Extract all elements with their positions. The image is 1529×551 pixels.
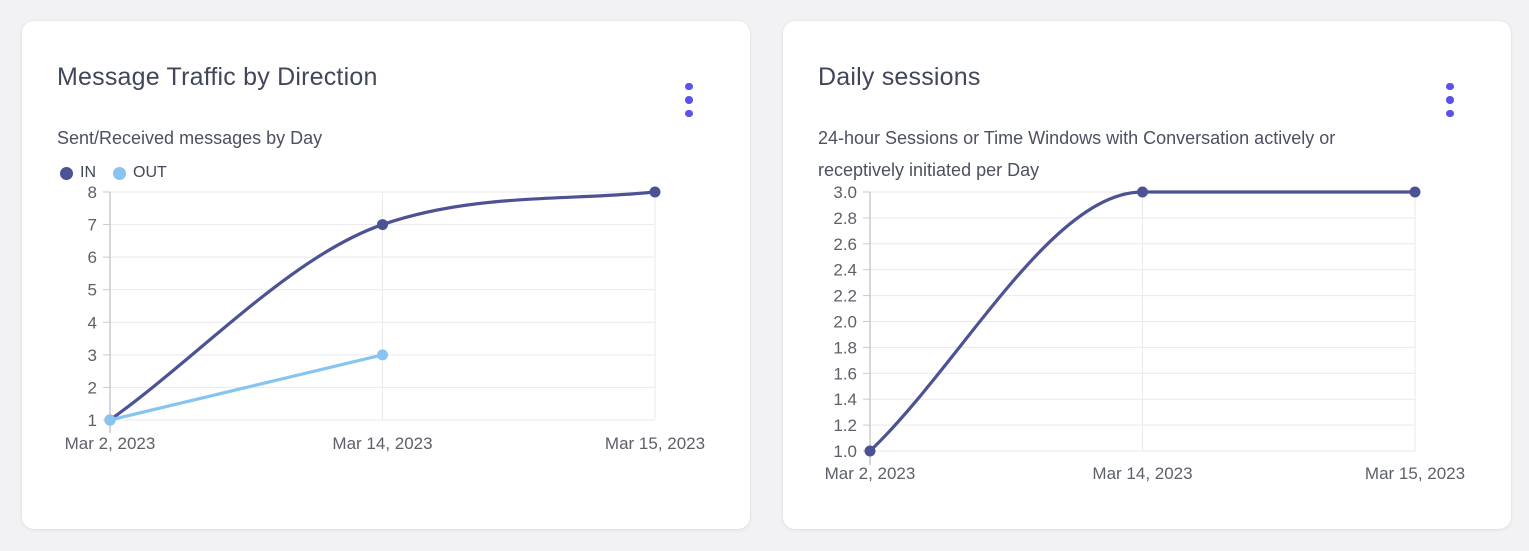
svg-text:8: 8 xyxy=(88,183,97,202)
card-daily-sessions: Daily sessions 24-hour Sessions or Time … xyxy=(783,21,1511,529)
kebab-menu-button[interactable] xyxy=(1439,79,1461,121)
card-title: Daily sessions xyxy=(818,63,981,91)
legend-dot-in xyxy=(60,166,73,180)
svg-text:3.0: 3.0 xyxy=(833,183,857,202)
svg-text:1: 1 xyxy=(88,411,97,430)
card-title: Message Traffic by Direction xyxy=(57,63,378,91)
legend-item-out[interactable]: OUT xyxy=(113,164,167,182)
daily-sessions-line-chart[interactable]: 3.0 2.8 2.6 2.4 2.2 2.0 1.8 1.6 1.4 1.2 1.0 Mar 2, … xyxy=(783,179,1511,514)
chart-legend: IN OUT xyxy=(60,163,750,183)
svg-text:3: 3 xyxy=(88,346,97,365)
svg-text:1.4: 1.4 xyxy=(833,390,857,409)
card-subtitle: 24-hour Sessions or Time Windows with Co… xyxy=(818,122,1471,186)
legend-label-in: IN xyxy=(80,164,96,181)
svg-text:Mar 14, 2023: Mar 14, 2023 xyxy=(332,434,432,453)
svg-text:Mar 15, 2023: Mar 15, 2023 xyxy=(1365,464,1465,483)
card-subtitle-line: receptively initiated per Day xyxy=(818,160,1040,180)
message-traffic-line-chart[interactable]: 8 7 6 5 4 3 2 1 Mar 2, 2023 Mar 14, 2023 Mar 15, 2… xyxy=(22,179,750,514)
kebab-menu-icon xyxy=(1446,96,1454,104)
svg-text:Mar 2, 2023: Mar 2, 2023 xyxy=(825,464,916,483)
svg-text:2.6: 2.6 xyxy=(833,235,857,254)
svg-text:1.6: 1.6 xyxy=(833,364,857,383)
svg-text:Mar 15, 2023: Mar 15, 2023 xyxy=(605,434,705,453)
kebab-menu-icon xyxy=(685,82,693,91)
svg-text:2.0: 2.0 xyxy=(833,313,857,332)
legend-item-in[interactable]: IN xyxy=(60,164,96,182)
svg-text:2.8: 2.8 xyxy=(833,209,857,228)
svg-text:2.4: 2.4 xyxy=(833,261,857,280)
card-message-traffic: Message Traffic by Direction Sent/Receiv… xyxy=(22,21,750,529)
kebab-menu-icon xyxy=(1446,109,1454,118)
card-subtitle: Sent/Received messages by Day xyxy=(57,128,323,148)
svg-text:6: 6 xyxy=(88,248,97,267)
kebab-menu-button[interactable] xyxy=(678,79,700,121)
svg-text:2: 2 xyxy=(88,378,97,397)
svg-text:Mar 2, 2023: Mar 2, 2023 xyxy=(65,434,156,453)
svg-text:1.8: 1.8 xyxy=(833,338,857,357)
legend-dot-out xyxy=(113,166,126,180)
svg-text:Mar 14, 2023: Mar 14, 2023 xyxy=(1092,464,1192,483)
kebab-menu-icon xyxy=(685,109,693,118)
card-subtitle-line: 24-hour Sessions or Time Windows with Co… xyxy=(818,128,1336,148)
svg-text:4: 4 xyxy=(88,313,97,332)
kebab-menu-icon xyxy=(685,96,693,104)
svg-text:1.2: 1.2 xyxy=(833,416,857,435)
legend-label-out: OUT xyxy=(133,164,167,181)
svg-text:1.0: 1.0 xyxy=(833,442,857,461)
svg-text:7: 7 xyxy=(88,216,97,235)
svg-text:5: 5 xyxy=(88,281,97,300)
svg-text:2.2: 2.2 xyxy=(833,287,857,306)
kebab-menu-icon xyxy=(1446,82,1454,91)
